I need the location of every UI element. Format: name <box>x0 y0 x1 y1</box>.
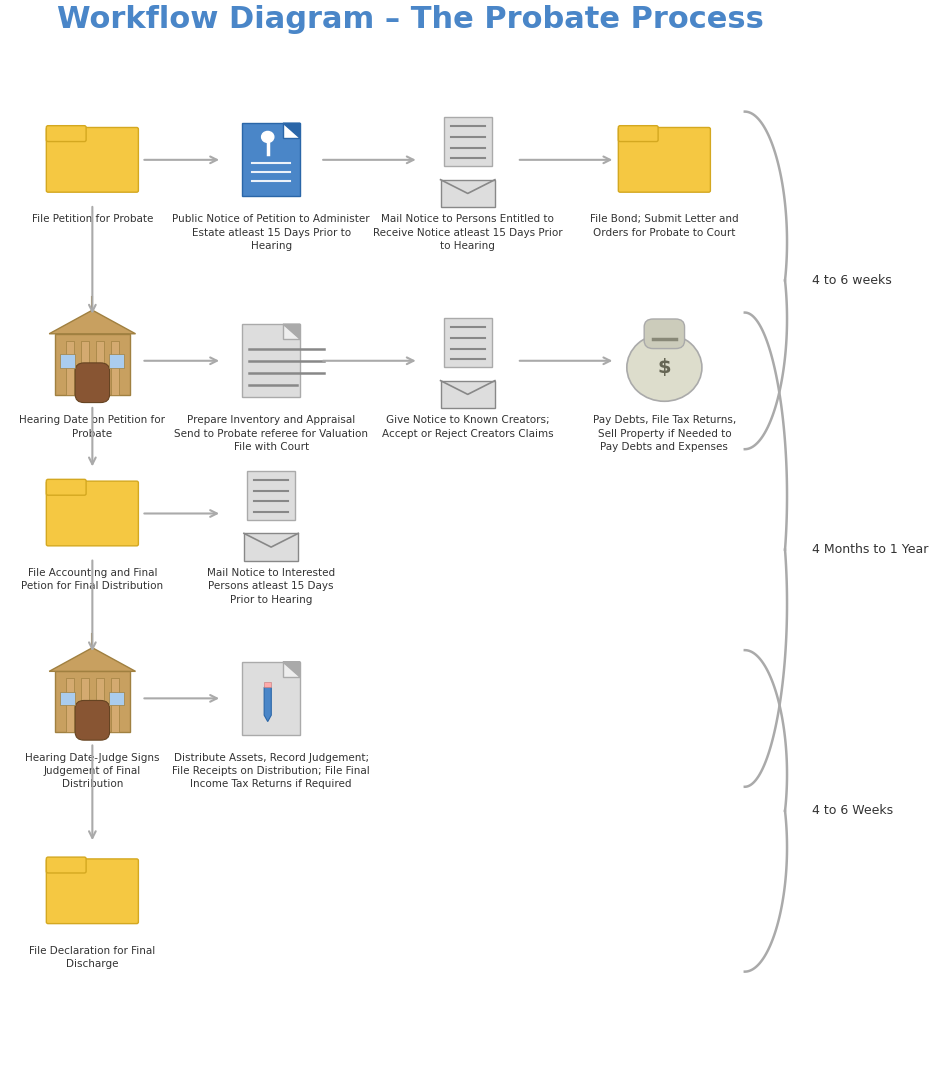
Polygon shape <box>283 662 300 676</box>
FancyBboxPatch shape <box>55 334 129 395</box>
FancyBboxPatch shape <box>109 354 124 367</box>
Circle shape <box>262 131 273 142</box>
FancyBboxPatch shape <box>111 679 118 732</box>
Polygon shape <box>283 324 300 339</box>
Circle shape <box>626 334 702 401</box>
FancyBboxPatch shape <box>47 481 138 546</box>
FancyBboxPatch shape <box>66 679 73 732</box>
Text: 4 Months to 1 Year: 4 Months to 1 Year <box>811 543 927 556</box>
FancyBboxPatch shape <box>47 857 86 873</box>
Polygon shape <box>283 662 300 676</box>
Polygon shape <box>50 648 135 671</box>
FancyBboxPatch shape <box>264 682 271 687</box>
Text: File Bond; Submit Letter and
Orders for Probate to Court: File Bond; Submit Letter and Orders for … <box>589 214 738 238</box>
FancyBboxPatch shape <box>440 381 494 408</box>
FancyBboxPatch shape <box>242 324 300 397</box>
Text: File Petition for Probate: File Petition for Probate <box>31 214 153 224</box>
Text: $: $ <box>657 359 670 377</box>
FancyBboxPatch shape <box>47 127 138 192</box>
Polygon shape <box>264 687 271 721</box>
Text: 4 to 6 Weeks: 4 to 6 Weeks <box>811 805 892 817</box>
Text: Distribute Assets, Record Judgement;
File Receipts on Distribution; File Final
I: Distribute Assets, Record Judgement; Fil… <box>172 753 369 790</box>
Text: Pay Debts, File Tax Returns,
Sell Property if Needed to
Pay Debts and Expenses: Pay Debts, File Tax Returns, Sell Proper… <box>592 415 735 451</box>
Polygon shape <box>283 324 300 339</box>
FancyBboxPatch shape <box>444 117 491 166</box>
Text: File Accounting and Final
Petion for Final Distribution: File Accounting and Final Petion for Fin… <box>21 568 163 591</box>
Text: Workflow Diagram – The Probate Process: Workflow Diagram – The Probate Process <box>56 4 763 34</box>
Text: Hearing Date-Judge Signs
Judgement of Final
Distribution: Hearing Date-Judge Signs Judgement of Fi… <box>25 753 159 790</box>
FancyBboxPatch shape <box>242 123 300 196</box>
FancyBboxPatch shape <box>55 671 129 732</box>
Text: File Declaration for Final
Discharge: File Declaration for Final Discharge <box>30 946 155 969</box>
FancyBboxPatch shape <box>244 534 298 561</box>
FancyBboxPatch shape <box>618 126 658 142</box>
FancyBboxPatch shape <box>81 679 89 732</box>
Text: Public Notice of Petition to Administer
Estate atleast 15 Days Prior to
Hearing: Public Notice of Petition to Administer … <box>172 214 369 251</box>
Text: Mail Notice to Interested
Persons atleast 15 Days
Prior to Hearing: Mail Notice to Interested Persons atleas… <box>207 568 335 605</box>
FancyBboxPatch shape <box>60 691 75 705</box>
FancyBboxPatch shape <box>440 179 494 207</box>
FancyBboxPatch shape <box>109 691 124 705</box>
Text: Prepare Inventory and Appraisal
Send to Probate referee for Valuation
File with : Prepare Inventory and Appraisal Send to … <box>174 415 367 451</box>
FancyBboxPatch shape <box>618 127 709 192</box>
FancyBboxPatch shape <box>47 126 86 142</box>
FancyBboxPatch shape <box>47 479 86 495</box>
FancyBboxPatch shape <box>96 340 104 395</box>
FancyBboxPatch shape <box>444 318 491 367</box>
Polygon shape <box>50 310 135 334</box>
Text: Hearing Date on Petition for
Probate: Hearing Date on Petition for Probate <box>19 415 166 439</box>
FancyBboxPatch shape <box>47 859 138 924</box>
Text: Mail Notice to Persons Entitled to
Receive Notice atleast 15 Days Prior
to Heari: Mail Notice to Persons Entitled to Recei… <box>372 214 562 251</box>
FancyBboxPatch shape <box>248 471 294 520</box>
Text: Give Notice to Known Creators;
Accept or Reject Creators Claims: Give Notice to Known Creators; Accept or… <box>382 415 553 439</box>
FancyBboxPatch shape <box>75 363 109 402</box>
FancyBboxPatch shape <box>111 340 118 395</box>
FancyBboxPatch shape <box>66 340 73 395</box>
Polygon shape <box>283 123 300 139</box>
FancyBboxPatch shape <box>242 662 300 735</box>
FancyBboxPatch shape <box>81 340 89 395</box>
FancyBboxPatch shape <box>60 354 75 367</box>
FancyBboxPatch shape <box>96 679 104 732</box>
FancyBboxPatch shape <box>644 319 684 349</box>
Text: 4 to 6 weeks: 4 to 6 weeks <box>811 274 891 287</box>
FancyBboxPatch shape <box>75 700 109 740</box>
Polygon shape <box>283 123 300 139</box>
